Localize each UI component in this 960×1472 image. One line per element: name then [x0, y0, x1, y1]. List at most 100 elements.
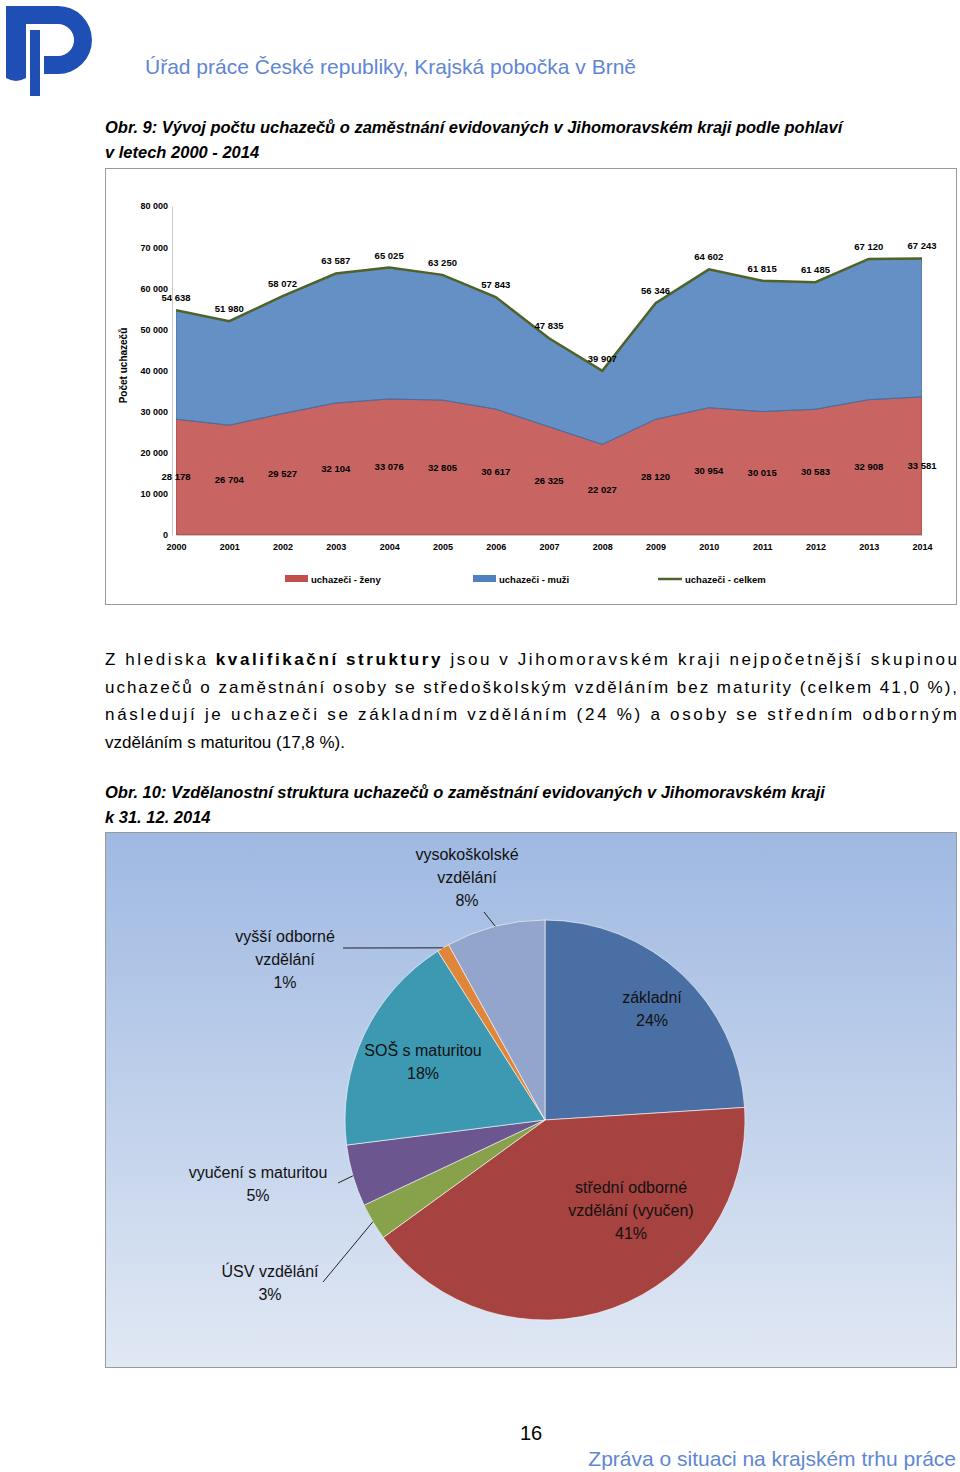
- leader-line: [338, 1176, 353, 1183]
- figure-caption: Obr. 9: Vývoj počtu uchazečů o zaměstnán…: [105, 118, 845, 136]
- footer: Zpráva o situaci na krajském trhu práce: [588, 1447, 956, 1470]
- slice-label: ÚSV vzdělání: [222, 1262, 319, 1280]
- slice-label-line: vyučení s maturitou: [189, 1164, 328, 1181]
- paragraph-run: kvalifikační struktury: [216, 650, 441, 669]
- slice-label: SOŠ s maturitou: [364, 1041, 481, 1059]
- paragraph-run: uchazečů o zaměstnání osoby se středoško…: [105, 678, 957, 697]
- x-tick: 2014: [912, 535, 932, 552]
- axis-line: [177, 535, 923, 536]
- slice-value-label: 18%: [407, 1065, 439, 1082]
- legend-label: uchazeči - muži: [499, 574, 569, 585]
- data-label: 61 815: [748, 263, 778, 274]
- paragraph-line: uchazečů o zaměstnání osoby se středoško…: [105, 678, 957, 697]
- data-label: 57 843: [481, 279, 510, 290]
- data-label: 56 346: [641, 285, 670, 296]
- slice-value-label: 41%: [615, 1225, 647, 1242]
- data-label: 26 704: [215, 474, 245, 485]
- data-label: 32 104: [321, 463, 351, 474]
- slice-label: vyučení s maturitou: [189, 1164, 328, 1181]
- legend: uchazeči - ženyuchazeči - mužiuchazeči -…: [285, 574, 766, 585]
- tick-label: 80 000: [140, 201, 168, 211]
- tick-label: 2011: [753, 542, 773, 552]
- logo-shape: [6, 6, 92, 81]
- figure-caption: k 31. 12. 2014: [105, 808, 211, 826]
- slice-label-line: SOŠ s maturitou: [364, 1041, 481, 1059]
- leader-line: [484, 912, 495, 926]
- slice-value-label: 3%: [258, 1286, 281, 1303]
- tick-label: 2000: [166, 542, 186, 552]
- x-tick: 2013: [859, 535, 879, 552]
- tick-label: 2009: [646, 542, 666, 552]
- tick-label: 2008: [593, 542, 613, 552]
- tick-label: 2010: [699, 542, 719, 552]
- slice-value-label: 24%: [636, 1012, 668, 1029]
- tick-label: 50 000: [140, 325, 168, 335]
- data-label: 32 908: [854, 461, 883, 472]
- page-number: 16: [520, 1422, 542, 1444]
- x-tick: 2000: [166, 535, 186, 552]
- slice-label: vysokoškolskévzdělání: [415, 846, 518, 886]
- data-label: 33 076: [375, 461, 404, 472]
- data-label: 30 954: [694, 465, 724, 476]
- x-tick: 2004: [380, 535, 400, 552]
- y-tick: 50 000: [140, 325, 172, 335]
- data-label: 22 027: [588, 484, 617, 495]
- x-tick: 2012: [806, 535, 826, 552]
- plot-area: [176, 258, 922, 535]
- tick-label: 2006: [486, 542, 506, 552]
- data-label: 65 025: [375, 250, 405, 261]
- tick-label: 30 000: [140, 407, 168, 417]
- tick-label: 20 000: [140, 448, 168, 458]
- paragraph-line: následují je uchazeči se základním vzděl…: [105, 705, 957, 724]
- data-label: 28 178: [161, 471, 190, 482]
- y-tick: 30 000: [140, 407, 172, 417]
- slice-value-label: 8%: [455, 892, 478, 909]
- data-label: 26 325: [534, 475, 564, 486]
- tick-label: 2001: [220, 542, 240, 552]
- x-tick: 2008: [593, 535, 613, 552]
- data-label: 29 527: [268, 468, 297, 479]
- line-series: [176, 258, 922, 370]
- y-tick: 80 000: [140, 201, 172, 211]
- x-tick: 2005: [433, 535, 453, 552]
- slice-label-line: základní: [622, 989, 682, 1006]
- paragraph-run: vzděláním s maturitou (17,8 %).: [105, 733, 345, 752]
- pie-labels: základní 24% střední odbornévzdělání (vyuč…: [189, 846, 694, 1303]
- data-label: 39 907: [588, 353, 617, 364]
- tick-label: 2013: [859, 542, 879, 552]
- paragraph-line: Z hlediska kvalifikační struktury jsou v…: [105, 650, 957, 669]
- y-tick: 40 000: [140, 366, 172, 376]
- data-label: 63 250: [428, 257, 457, 268]
- chart-frame: [106, 169, 957, 605]
- data-label: 28 120: [641, 471, 670, 482]
- slice-label-line: vysokoškolské: [415, 846, 518, 863]
- tick-label: 0: [163, 530, 168, 540]
- x-tick: 2009: [646, 535, 666, 552]
- tick-label: 70 000: [140, 243, 168, 253]
- chart-frame: [106, 833, 957, 1368]
- data-label: 51 980: [215, 303, 244, 314]
- legend-label: uchazeči - celkem: [685, 574, 766, 585]
- tick-label: 2003: [326, 542, 346, 552]
- slice-label-line: vyšší odborné: [235, 928, 335, 945]
- figure-caption: Obr. 10: Vzdělanostní struktura uchazečů…: [105, 783, 825, 801]
- legend-swatch: [285, 575, 308, 582]
- y-tick: 60 000: [140, 284, 172, 294]
- page: Úřad práce České republiky, Krajská pobo…: [0, 0, 960, 1472]
- pie-slice: [545, 920, 745, 1120]
- legend-swatch: [658, 578, 682, 581]
- data-label: 58 072: [268, 278, 297, 289]
- paragraph-run: jsou v Jihomoravském kraji nejpočetnější…: [443, 650, 957, 669]
- y-axis: 010 00020 00030 00040 00050 00060 00070 …: [140, 201, 172, 540]
- paragraph-run: následují je uchazeči se základním vzděl…: [105, 705, 957, 724]
- pie-slices: [345, 920, 745, 1320]
- slice-label: střední odbornévzdělání (vyučen): [568, 1179, 693, 1219]
- axis-line: [172, 207, 173, 536]
- tick-label: 2014: [912, 542, 932, 552]
- data-label: 54 638: [161, 292, 190, 303]
- y-tick: 0: [163, 530, 172, 540]
- x-tick: 2011: [753, 535, 773, 552]
- slice-value-label: 5%: [246, 1187, 269, 1204]
- paragraph-line: vzděláním s maturitou (17,8 %).: [105, 733, 345, 752]
- figure-caption: v letech 2000 - 2014: [105, 143, 259, 161]
